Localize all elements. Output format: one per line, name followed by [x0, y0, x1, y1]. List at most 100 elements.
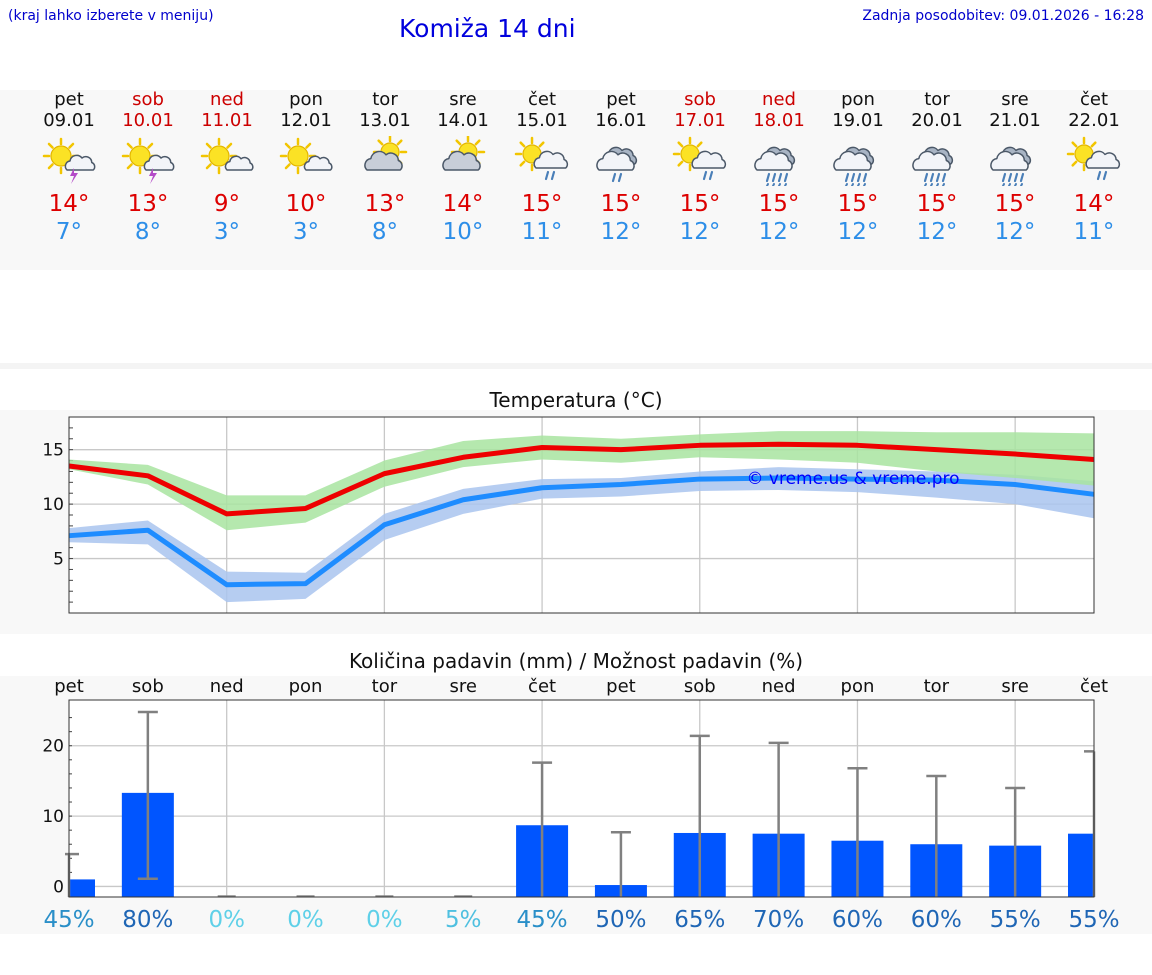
rain-drop: [844, 183, 848, 186]
x-category-label: pon: [841, 676, 875, 697]
precipitation-probability-label: 80%: [122, 907, 173, 933]
sun-cloud-rain-icon: [672, 136, 727, 181]
rain-drop: [550, 170, 556, 181]
rain-drop: [856, 172, 862, 183]
sun-ray: [68, 142, 75, 149]
cloud-heavy-rain-icon: [990, 146, 1032, 186]
sun-cloud-rain-icon: [1066, 136, 1121, 181]
day-column: tor 20.01 15° 12°: [898, 90, 976, 246]
min-temperature: 3°: [213, 219, 241, 245]
rain-drop: [923, 172, 929, 183]
rain-drop: [1001, 172, 1007, 183]
precipitation-probability-label: 0%: [208, 907, 245, 933]
x-category-label: sob: [684, 676, 716, 697]
rain-drop: [1102, 170, 1108, 181]
sun-ray: [677, 160, 684, 167]
cloud-sun-icon: [364, 136, 408, 171]
sun-disc: [287, 145, 309, 167]
rain-drop: [544, 170, 550, 181]
x-category-label: ned: [762, 676, 796, 697]
max-temperature-line: [68, 441, 1095, 517]
cloud-sun-icon: [364, 136, 408, 171]
sun-cloud-rain-icon: [514, 136, 569, 181]
sun-disc: [129, 145, 151, 167]
day-date: 22.01: [1068, 110, 1120, 131]
day-date: 12.01: [280, 110, 332, 131]
max-temperature: 15°: [600, 191, 642, 217]
day-column: sre 21.01 15° 12°: [976, 90, 1054, 246]
sun-ray: [455, 139, 462, 146]
max-temperature: 9°: [213, 191, 241, 217]
sun-cloud-rain-icon: [672, 136, 727, 181]
day-column: sob 17.01 15° 12°: [661, 90, 739, 246]
day-name: sre: [449, 89, 477, 110]
day-name: čet: [527, 89, 557, 110]
cloud-heavy-rain-icon: [912, 146, 954, 186]
sun-small-cloud-icon: [200, 137, 254, 175]
precipitation-probability-label: 55%: [1068, 907, 1119, 933]
rain-drop: [1019, 172, 1025, 183]
max-temperature: 14°: [442, 191, 484, 217]
sun-cloud-rain-icon: [1066, 136, 1121, 181]
day-date: 20.01: [911, 110, 963, 131]
x-category-label: tor: [372, 676, 398, 697]
cloud-shape: [833, 150, 872, 171]
max-temperature: 13°: [364, 191, 406, 217]
rain-drop: [1013, 183, 1017, 186]
sun-ray: [377, 139, 384, 146]
precipitation-probability-label: 45%: [43, 907, 94, 933]
sun-ray: [284, 142, 291, 149]
rain-drop: [611, 172, 617, 183]
temperature-chart-title: Temperatura (°C): [489, 388, 663, 412]
precipitation-probability-label: 60%: [832, 907, 883, 933]
sun-ray: [126, 142, 133, 149]
rain-drop: [702, 170, 708, 181]
day-date: 17.01: [674, 110, 726, 131]
sun-ray: [474, 139, 481, 146]
cloud-shape: [596, 150, 635, 171]
rain-drop: [862, 183, 866, 186]
min-temperature: 12°: [600, 219, 642, 245]
location-hint: (kraj lahko izberete v meniju): [8, 8, 214, 24]
sun-ray: [1071, 160, 1078, 167]
rain-drop: [765, 183, 769, 186]
x-category-label: sre: [449, 676, 476, 697]
x-category-label: ned: [210, 676, 244, 697]
max-temperature: 15°: [916, 191, 958, 217]
min-temperature: 8°: [134, 219, 162, 245]
max-temperature: 10°: [285, 191, 327, 217]
sun-cloud-thunder-icon: [121, 137, 175, 184]
sun-ray: [696, 141, 703, 148]
precipitation-probability-label: 65%: [674, 907, 725, 933]
rain-drop: [708, 170, 714, 181]
day-date: 09.01: [43, 110, 95, 131]
rain-drop: [941, 172, 947, 183]
temperature-chart: 5 10 15 © vreme.us & vreme.pro: [42, 416, 1095, 614]
day-date: 19.01: [832, 110, 884, 131]
y-tick-label: 10: [42, 495, 64, 515]
y-tick-label: 15: [42, 441, 64, 461]
day-name: ned: [210, 89, 244, 110]
x-category-label: tor: [924, 676, 950, 697]
day-column: ned 18.01 15° 12°: [740, 90, 818, 246]
max-temperature-band: [69, 431, 1094, 531]
sun-cloud-thunder-icon: [42, 137, 96, 184]
min-temperature: 11°: [521, 219, 563, 245]
x-category-label: sre: [1001, 676, 1028, 697]
sun-ray: [47, 142, 54, 149]
cloud-shape: [64, 154, 96, 171]
day-date: 21.01: [989, 110, 1041, 131]
precipitation-probability-label: 70%: [753, 907, 804, 933]
cloud-rain-icon: [596, 146, 638, 183]
day-column: sre 14.01 14° 10°: [424, 90, 502, 246]
sun-ray: [284, 163, 291, 170]
max-temperature: 14°: [1073, 191, 1115, 217]
day-name: pet: [606, 89, 636, 110]
sun-ray: [226, 142, 233, 149]
day-column: pet 09.01 14° 7°: [30, 90, 108, 246]
cloud-shape: [1085, 150, 1121, 169]
day-date: 14.01: [437, 110, 489, 131]
max-temperature: 15°: [521, 191, 563, 217]
sun-ray: [205, 142, 212, 149]
min-temperature: 12°: [916, 219, 958, 245]
